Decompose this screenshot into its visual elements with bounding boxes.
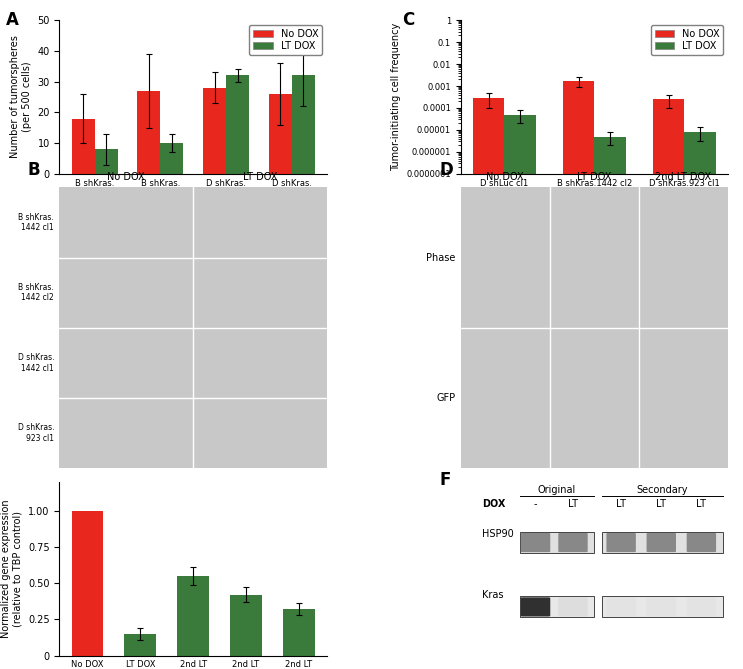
- Bar: [684, 132, 716, 669]
- Text: D shKras.
1442 cl1: D shKras. 1442 cl1: [18, 353, 54, 373]
- Y-axis label: Number of tumorspheres
(per 500 cells): Number of tumorspheres (per 500 cells): [10, 35, 32, 159]
- Text: LT: LT: [616, 499, 626, 509]
- Text: No DOX: No DOX: [487, 172, 524, 182]
- Bar: [653, 99, 684, 669]
- FancyBboxPatch shape: [687, 533, 716, 552]
- Text: Phase: Phase: [426, 253, 455, 262]
- Text: D: D: [439, 161, 453, 179]
- Bar: [160, 143, 184, 174]
- Bar: [519, 597, 594, 617]
- Bar: [473, 98, 504, 669]
- Bar: [230, 595, 262, 656]
- Text: Kras: Kras: [482, 590, 504, 599]
- Text: -: -: [533, 499, 537, 509]
- Bar: [94, 149, 117, 174]
- FancyBboxPatch shape: [646, 597, 676, 617]
- Legend: No DOX, LT DOX: No DOX, LT DOX: [651, 25, 723, 55]
- Text: LT: LT: [568, 499, 578, 509]
- Text: Original: Original: [538, 485, 576, 495]
- Bar: [283, 609, 315, 656]
- Bar: [292, 76, 315, 174]
- Text: D shKras.
923 cl1: D shKras. 923 cl1: [18, 423, 54, 443]
- Y-axis label: Tumor-initiating cell frequency: Tumor-initiating cell frequency: [391, 23, 400, 171]
- Bar: [178, 576, 209, 656]
- Bar: [203, 88, 226, 174]
- Text: F: F: [439, 471, 451, 489]
- Text: Secondary: Secondary: [637, 485, 688, 495]
- Text: LT: LT: [656, 499, 666, 509]
- FancyBboxPatch shape: [558, 533, 588, 552]
- Text: LT DOX: LT DOX: [243, 172, 277, 182]
- Legend: No DOX, LT DOX: No DOX, LT DOX: [250, 25, 322, 55]
- Text: B shKras.
1442 cl1: B shKras. 1442 cl1: [19, 213, 54, 232]
- Text: LT: LT: [696, 499, 707, 509]
- Bar: [226, 76, 249, 174]
- Bar: [563, 81, 594, 669]
- Bar: [519, 532, 594, 553]
- Text: LT DOX: LT DOX: [577, 172, 611, 182]
- Bar: [71, 118, 94, 174]
- FancyBboxPatch shape: [521, 533, 551, 552]
- FancyBboxPatch shape: [606, 597, 636, 617]
- FancyBboxPatch shape: [521, 597, 551, 617]
- FancyBboxPatch shape: [687, 597, 716, 617]
- Text: C: C: [402, 11, 414, 29]
- Bar: [71, 510, 103, 656]
- Text: DOX: DOX: [482, 499, 505, 509]
- Text: A: A: [6, 11, 19, 29]
- Bar: [137, 91, 160, 174]
- Y-axis label: Normalized gene expression
(relative to TBP control): Normalized gene expression (relative to …: [1, 499, 22, 638]
- FancyBboxPatch shape: [558, 597, 588, 617]
- Text: No DOX: No DOX: [108, 172, 145, 182]
- FancyBboxPatch shape: [646, 533, 676, 552]
- Text: 2nd LT DOX: 2nd LT DOX: [655, 172, 712, 182]
- Bar: [504, 114, 536, 669]
- Text: GFP: GFP: [436, 393, 455, 403]
- Text: B shKras.
1442 cl2: B shKras. 1442 cl2: [19, 283, 54, 302]
- FancyBboxPatch shape: [606, 533, 636, 552]
- Bar: [269, 94, 292, 174]
- Bar: [594, 136, 626, 669]
- Text: B: B: [27, 161, 40, 179]
- Text: HSP90: HSP90: [482, 529, 514, 539]
- Bar: [603, 597, 723, 617]
- Bar: [125, 634, 156, 656]
- Bar: [603, 532, 723, 553]
